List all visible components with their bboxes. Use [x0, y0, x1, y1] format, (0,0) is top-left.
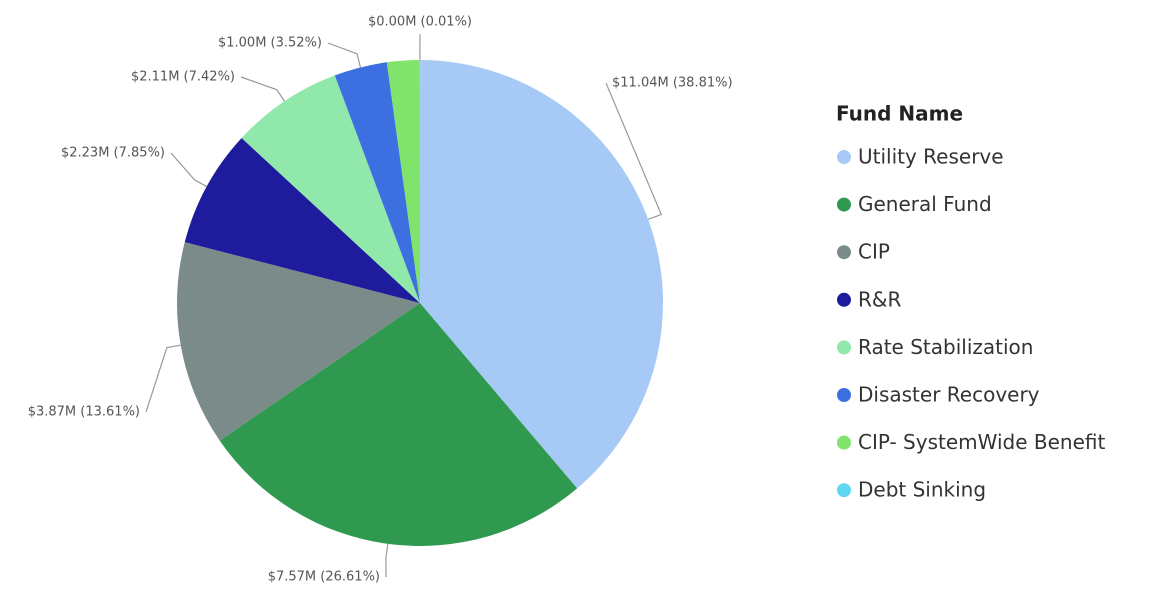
- leader-line: [605, 82, 663, 220]
- pie-slice: [334, 62, 420, 303]
- pie-slice: [219, 303, 578, 546]
- legend-label: Utility Reserve: [858, 145, 1004, 169]
- data-label: $7.57M (26.61%): [268, 570, 380, 585]
- legend-marker: [837, 197, 851, 212]
- data-label: $2.23M (7.85%): [61, 146, 165, 161]
- legend-label: Disaster Recovery: [858, 383, 1040, 407]
- legend-marker: [837, 483, 851, 498]
- pie-slice: [177, 242, 420, 441]
- pie-slice: [386, 60, 420, 304]
- leader-line: [170, 152, 208, 188]
- data-label: $11.04M (38.81%): [612, 76, 733, 91]
- pie-slice: [241, 75, 420, 303]
- legend-marker: [837, 150, 851, 164]
- legend-label: CIP- SystemWide Benefit: [858, 430, 1105, 454]
- legend-label: R&R: [858, 287, 901, 311]
- legend-marker: [837, 435, 851, 450]
- leader-line: [327, 42, 362, 68]
- legend-marker: [837, 388, 851, 402]
- legend-title: Fund Name: [836, 102, 963, 126]
- data-label: $1.00M (3.52%): [218, 36, 322, 51]
- legend-marker: [837, 245, 851, 260]
- legend-label: CIP: [858, 240, 890, 264]
- data-label: $2.11M (7.42%): [131, 70, 235, 85]
- leader-line: [145, 344, 181, 413]
- data-label: $0.00M (0.01%): [368, 15, 472, 30]
- pie-slice: [420, 60, 664, 489]
- legend-label: General Fund: [858, 192, 992, 216]
- pie-slice: [184, 137, 420, 303]
- leader-line: [385, 543, 389, 578]
- legend-marker: [837, 340, 851, 355]
- legend-marker: [837, 292, 851, 307]
- leader-line: [240, 76, 286, 102]
- legend-label: Debt Sinking: [858, 478, 986, 502]
- data-label: $3.87M (13.61%): [28, 405, 140, 420]
- legend-label: Rate Stabilization: [858, 335, 1033, 359]
